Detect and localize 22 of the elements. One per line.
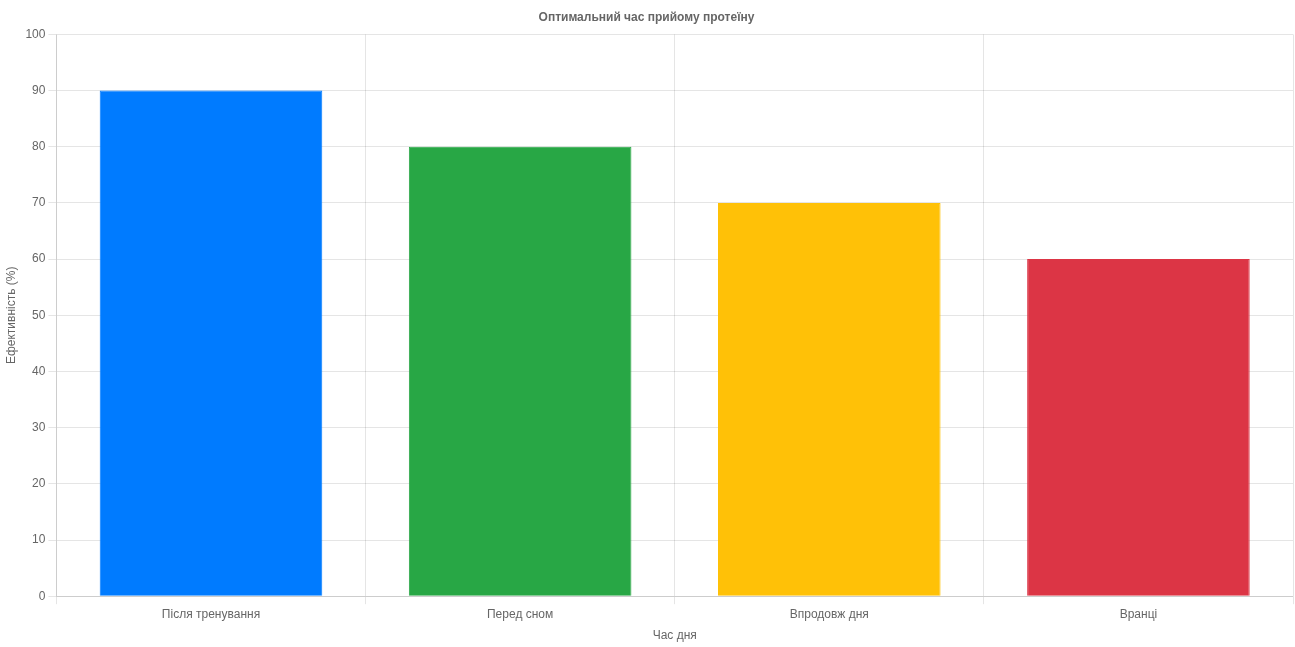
- chart-title: Оптимальний час прийому протеїну: [538, 9, 755, 24]
- y-tick-label: 100: [25, 26, 46, 41]
- x-axis-title: Час дня: [652, 628, 697, 643]
- bar: [99, 90, 323, 596]
- y-tick-label: 30: [32, 419, 46, 434]
- bar: [1027, 259, 1250, 596]
- bar: [717, 202, 941, 596]
- x-tick-label: Після тренування: [161, 606, 261, 621]
- y-axis-title: Ефективність (%): [3, 266, 18, 365]
- y-tick-label: 80: [32, 139, 46, 154]
- bar: [408, 146, 632, 596]
- x-tick-label: Вранці: [1119, 606, 1158, 621]
- y-tick-label: 50: [32, 307, 46, 322]
- y-tick-label: 10: [32, 532, 46, 547]
- x-tick-label: Впродовж дня: [789, 606, 869, 621]
- y-tick-label: 20: [32, 476, 46, 491]
- y-tick-label: 90: [32, 82, 46, 97]
- x-tick-label: Перед сном: [487, 606, 554, 621]
- y-tick-label: 40: [32, 363, 46, 378]
- y-tick-label: 70: [32, 195, 46, 210]
- y-tick-label: 0: [38, 588, 46, 603]
- y-tick-label: 60: [32, 251, 46, 266]
